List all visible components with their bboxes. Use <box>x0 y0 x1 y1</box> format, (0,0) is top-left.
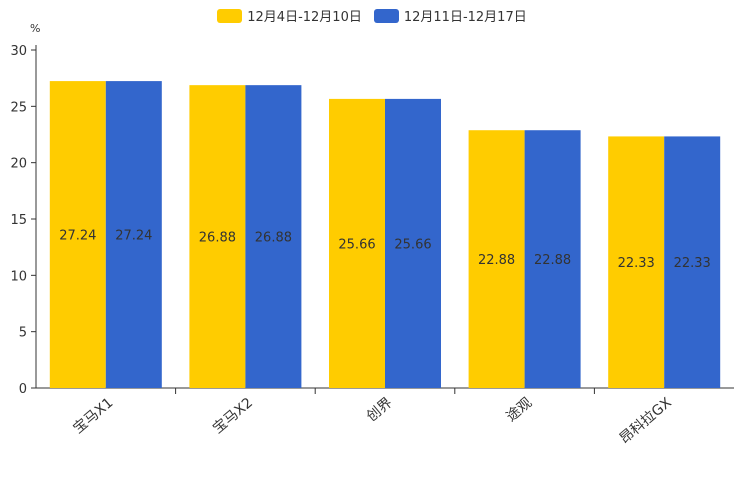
bar-series-2-2 <box>245 85 302 388</box>
x-category-label: 宝马X2 <box>210 395 256 437</box>
x-category-label: 宝马X1 <box>70 395 116 437</box>
bar-series-2-1 <box>105 81 162 388</box>
y-tick-label: 30 <box>10 44 27 59</box>
bar-series-1-2 <box>189 85 246 388</box>
legend-item-series-1[interactable]: 12月4日-12月10日 <box>217 6 362 25</box>
x-category-label: 创界 <box>364 395 396 425</box>
y-tick-label: 10 <box>10 269 27 284</box>
y-tick-label: 5 <box>19 326 27 341</box>
y-tick-label: 25 <box>10 100 27 115</box>
data-label-series-1-4: 22.88 <box>478 253 515 268</box>
bar-series-1-5 <box>608 136 665 388</box>
y-axis-unit: % <box>30 22 41 35</box>
chart-legend: 12月4日-12月10日 12月11日-12月17日 <box>0 6 744 25</box>
data-label-series-1-5: 22.33 <box>618 256 655 271</box>
legend-swatch-series-2 <box>373 8 399 23</box>
y-tick-label: 20 <box>10 157 27 172</box>
legend-label-series-2: 12月11日-12月17日 <box>403 10 527 25</box>
data-label-series-2-3: 25.66 <box>394 237 431 252</box>
bar-series-2-3 <box>385 98 441 388</box>
legend-swatch-series-1 <box>217 8 243 23</box>
y-tick-label: 0 <box>19 382 27 397</box>
x-category-label: 途观 <box>503 394 535 425</box>
legend-item-series-2[interactable]: 12月11日-12月17日 <box>373 6 527 25</box>
legend-label-series-1: 12月4日-12月10日 <box>247 10 362 25</box>
bar-series-2-4 <box>524 130 581 388</box>
bar-series-2-5 <box>664 136 721 388</box>
y-tick-label: 15 <box>10 213 27 228</box>
data-label-series-1-1: 27.24 <box>59 229 96 244</box>
data-label-series-1-2: 26.88 <box>199 231 236 246</box>
data-label-series-2-2: 26.88 <box>255 231 292 246</box>
data-label-series-2-5: 22.33 <box>674 256 711 271</box>
x-category-label: 昂科拉GX <box>617 395 675 448</box>
data-label-series-1-3: 25.66 <box>338 237 375 252</box>
data-label-series-2-4: 22.88 <box>534 253 571 268</box>
data-label-series-2-1: 27.24 <box>115 229 152 244</box>
bar-series-1-4 <box>468 130 525 388</box>
bar-series-1-3 <box>329 98 385 388</box>
bar-series-1-1 <box>49 81 106 388</box>
